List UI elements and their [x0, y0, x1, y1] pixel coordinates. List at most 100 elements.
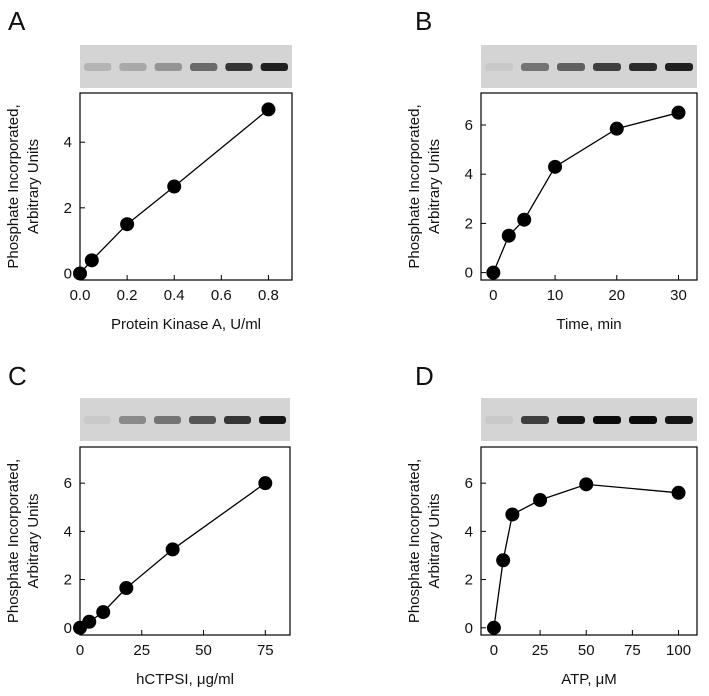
data-point: [517, 212, 532, 227]
data-point: [258, 476, 273, 491]
data-point: [548, 159, 563, 174]
data-point: [671, 105, 686, 120]
x-tick-label: 75: [624, 642, 641, 659]
data-point: [119, 581, 134, 595]
data-point: [579, 477, 594, 492]
x-axis-label: Time, min: [556, 316, 621, 333]
gel-band: [485, 63, 513, 71]
y-tick-label: 0: [465, 620, 473, 637]
data-point: [486, 620, 501, 635]
x-tick-label: 25: [133, 642, 150, 659]
gel-band: [593, 63, 621, 71]
gel-band: [629, 63, 657, 71]
gel-image: [481, 398, 697, 441]
x-tick-label: 0.2: [117, 287, 138, 304]
data-point: [96, 605, 111, 620]
data-point: [505, 507, 520, 522]
gel-background: [481, 45, 697, 88]
data-point: [82, 614, 97, 629]
y-tick-label: 6: [465, 475, 473, 492]
gel-band: [521, 416, 549, 424]
data-point: [496, 553, 511, 568]
panel: D 0 25 50 75 100 0 2 4 6 ATP, μM Phosphate Incorpor…: [406, 361, 698, 688]
gel-band: [557, 63, 585, 71]
y-axis-label: Phosphate Incorporated,: [406, 459, 423, 623]
x-tick-label: 75: [257, 642, 274, 659]
gel-band: [224, 416, 251, 424]
data-point: [165, 542, 180, 557]
x-tick-label: 20: [608, 287, 625, 304]
plot-frame: [79, 92, 293, 281]
gel-band: [485, 416, 513, 424]
data-point: [84, 253, 99, 268]
y-tick-label: 2: [465, 215, 473, 232]
panel-letter: C: [8, 361, 27, 391]
y-tick-label: 4: [465, 166, 473, 183]
plot-frame: [79, 446, 291, 636]
x-tick-label: 50: [195, 642, 212, 659]
x-tick-label: 0: [489, 287, 497, 304]
data-point: [533, 493, 548, 508]
x-tick-label: 30: [670, 287, 687, 304]
gel-band: [557, 416, 585, 424]
y-tick-label: 2: [64, 572, 72, 589]
gel-band: [629, 416, 657, 424]
data-point: [609, 121, 624, 136]
y-tick-label: 2: [465, 572, 473, 589]
gel-band: [84, 416, 111, 424]
x-tick-label: 100: [666, 642, 691, 659]
gel-band: [665, 63, 693, 71]
x-tick-label: 0.8: [258, 287, 279, 304]
gel-background: [481, 398, 697, 441]
data-point: [486, 265, 501, 280]
gel-band: [593, 416, 621, 424]
x-tick-label: 0.6: [211, 287, 232, 304]
gel-background: [80, 45, 292, 88]
data-point: [167, 179, 182, 194]
gel-image: [80, 45, 292, 88]
y-tick-label: 4: [465, 523, 473, 540]
x-tick-label: 10: [547, 287, 564, 304]
gel-band: [154, 63, 182, 71]
gel-band: [119, 63, 147, 71]
panel-letter: D: [415, 361, 434, 391]
x-axis-label: ATP, μM: [561, 671, 617, 688]
panel: A 0.0 0.2 0.4 0.6 0.8 0 2 4 Protein Kinase A, U/m…: [5, 6, 293, 333]
plot-frame: [480, 446, 698, 636]
y-tick-label: 0: [64, 620, 72, 637]
data-point: [73, 266, 87, 281]
data-line: [492, 112, 679, 273]
gel-band: [190, 63, 218, 71]
y-tick-label: 0: [64, 265, 72, 282]
data-point: [501, 228, 516, 243]
gel-band: [521, 63, 549, 71]
x-tick-label: 50: [578, 642, 595, 659]
y-tick-label: 2: [64, 200, 72, 217]
x-tick-label: 0.0: [70, 287, 91, 304]
gel-band: [665, 416, 693, 424]
gel-image: [80, 398, 290, 441]
data-point: [671, 485, 686, 500]
gel-image: [481, 45, 697, 88]
y-tick-label: 6: [465, 117, 473, 134]
y-tick-label: 4: [64, 134, 72, 151]
panel: B 0 10 20 30 0 2 4 6 Time, min Phosphate Incorpora…: [406, 6, 698, 333]
y-axis-label: Phosphate Incorporated,: [5, 104, 22, 268]
y-tick-label: 6: [64, 475, 72, 492]
panel-letter: B: [415, 6, 432, 36]
gel-band: [260, 63, 288, 71]
panel-letter: A: [8, 6, 26, 36]
y-axis-label: Phosphate Incorporated,: [5, 459, 22, 623]
y-tick-label: 4: [64, 523, 72, 540]
data-point: [261, 102, 276, 117]
y-axis-label: Phosphate Incorporated,: [406, 104, 423, 268]
x-tick-label: 25: [532, 642, 549, 659]
gel-band: [119, 416, 146, 424]
panel: C 0 25 50 75 0 2 4 6 hCTPSI, μg/ml Phosphate Incor…: [5, 361, 291, 688]
x-axis-label: hCTPSI, μg/ml: [136, 671, 234, 688]
data-point: [120, 217, 135, 232]
y-axis-label: Arbitrary Units: [426, 139, 443, 234]
gel-band: [189, 416, 216, 424]
x-tick-label: 0: [76, 642, 84, 659]
